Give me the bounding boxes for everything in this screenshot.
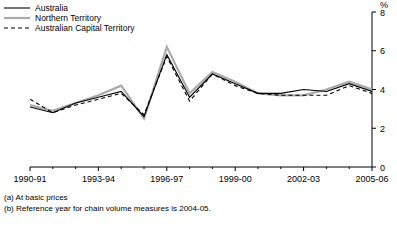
y-tick-label: 6	[380, 46, 385, 56]
x-tick	[235, 167, 236, 171]
x-tick	[349, 167, 350, 169]
x-tick	[280, 167, 281, 169]
y-tick	[372, 12, 376, 13]
x-tick	[303, 167, 304, 171]
chart: 02468%1990-911993-941996-971999-002002-0…	[0, 0, 397, 227]
y-tick	[372, 89, 376, 90]
footnote: (a) At basic prices	[4, 193, 68, 202]
y-label: %	[380, 0, 388, 10]
x-tick	[258, 167, 259, 169]
legend-label: Australian Capital Territory	[35, 23, 135, 33]
x-tick	[166, 167, 167, 171]
y-tick	[372, 167, 376, 168]
y-tick	[372, 50, 376, 51]
y-tick-label: 0	[380, 163, 385, 173]
footnote: (b) Reference year for chain volume meas…	[4, 204, 211, 213]
legend-label: Northern Territory	[35, 13, 102, 23]
x-tick	[189, 167, 190, 169]
series-line	[30, 57, 372, 115]
x-tick	[144, 167, 145, 169]
y-tick-label: 2	[380, 124, 385, 134]
x-axis	[30, 167, 372, 168]
x-tick	[326, 167, 327, 169]
x-tick	[372, 167, 373, 171]
x-tick	[212, 167, 213, 169]
y-tick	[372, 128, 376, 129]
x-tick	[52, 167, 53, 169]
x-tick-label: 1996-97	[150, 174, 183, 184]
series-line	[30, 47, 372, 119]
plot-area	[30, 47, 372, 119]
x-tick	[121, 167, 122, 169]
x-tick	[98, 167, 99, 171]
x-tick	[30, 167, 31, 171]
x-tick-label: 1993-94	[82, 174, 115, 184]
legend-swatch	[4, 27, 30, 28]
legend-label: Australia	[35, 3, 68, 13]
y-tick-label: 4	[380, 85, 385, 95]
x-tick-label: 2005-06	[355, 174, 388, 184]
x-tick-label: 2002-03	[287, 174, 320, 184]
x-tick-label: 1999-00	[219, 174, 252, 184]
x-tick-label: 1990-91	[13, 174, 46, 184]
legend-swatch	[4, 17, 30, 19]
legend-swatch	[4, 7, 30, 8]
series-line	[30, 55, 372, 117]
x-tick	[75, 167, 76, 169]
